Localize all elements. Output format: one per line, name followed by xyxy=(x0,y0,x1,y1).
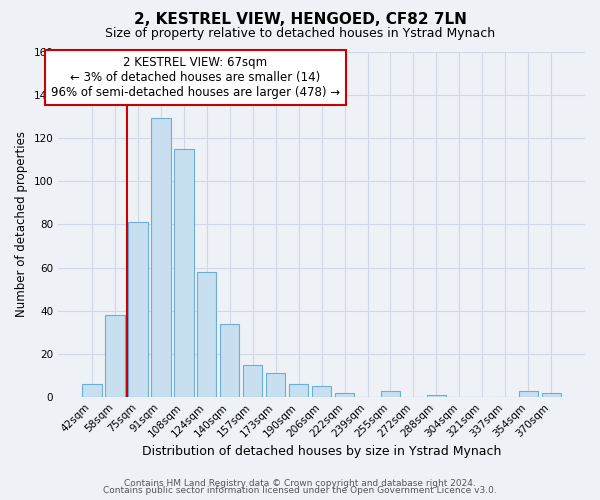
Bar xyxy=(128,222,148,397)
Bar xyxy=(105,315,125,397)
Bar xyxy=(518,390,538,397)
X-axis label: Distribution of detached houses by size in Ystrad Mynach: Distribution of detached houses by size … xyxy=(142,444,501,458)
Bar xyxy=(266,374,286,397)
Bar xyxy=(82,384,101,397)
Y-axis label: Number of detached properties: Number of detached properties xyxy=(15,132,28,318)
Text: 2 KESTREL VIEW: 67sqm
← 3% of detached houses are smaller (14)
96% of semi-detac: 2 KESTREL VIEW: 67sqm ← 3% of detached h… xyxy=(50,56,340,99)
Text: Contains public sector information licensed under the Open Government Licence v3: Contains public sector information licen… xyxy=(103,486,497,495)
Bar xyxy=(174,148,194,397)
Bar xyxy=(312,386,331,397)
Text: Contains HM Land Registry data © Crown copyright and database right 2024.: Contains HM Land Registry data © Crown c… xyxy=(124,478,476,488)
Bar xyxy=(542,393,561,397)
Bar xyxy=(220,324,239,397)
Text: 2, KESTREL VIEW, HENGOED, CF82 7LN: 2, KESTREL VIEW, HENGOED, CF82 7LN xyxy=(134,12,466,28)
Bar xyxy=(335,393,355,397)
Text: Size of property relative to detached houses in Ystrad Mynach: Size of property relative to detached ho… xyxy=(105,28,495,40)
Bar xyxy=(243,365,262,397)
Bar xyxy=(427,395,446,397)
Bar xyxy=(151,118,170,397)
Bar xyxy=(289,384,308,397)
Bar xyxy=(197,272,217,397)
Bar xyxy=(381,390,400,397)
